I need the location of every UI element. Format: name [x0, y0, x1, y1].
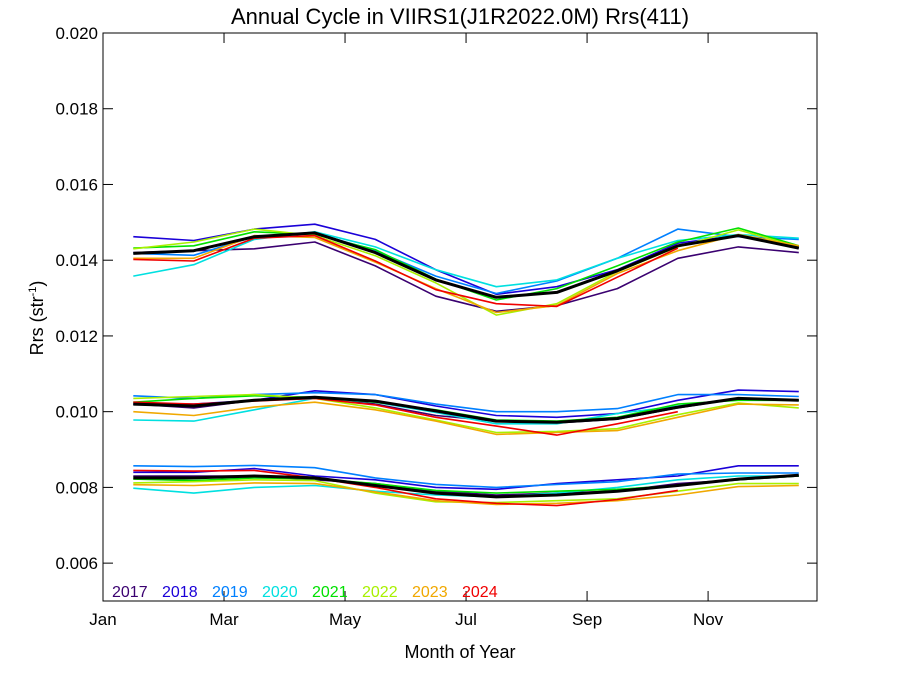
- x-axis: Jan Mar May Jul Sep Nov: [89, 33, 724, 629]
- legend-entry-2017: 2017: [112, 584, 148, 601]
- chart-title: Annual Cycle in VIIRS1(J1R2022.0M) Rrs(4…: [231, 4, 689, 29]
- plot-frame: [102, 32, 818, 602]
- series-line-mean: [133, 395, 799, 424]
- y-tick-label: 0.010: [55, 403, 98, 422]
- series-line-2017: [133, 241, 799, 313]
- x-tick-label: Jul: [455, 610, 477, 629]
- series-line-2024: [133, 234, 679, 308]
- series-line-2018: [133, 223, 799, 296]
- series-line-2022: [133, 393, 799, 434]
- y-tick-label: 0.006: [55, 554, 98, 573]
- y-axis-label-superscript: -1: [27, 287, 39, 297]
- series-line-2019: [133, 464, 799, 489]
- x-tick-label: Mar: [209, 610, 239, 629]
- legend: 2017 2018 2019 2020 2021 2022 2023 2024: [112, 584, 498, 601]
- y-tick-label: 0.014: [55, 251, 98, 270]
- x-tick-label: Sep: [572, 610, 602, 629]
- x-tick-label: Nov: [693, 610, 724, 629]
- y-axis-label-main: Rrs (str: [27, 296, 47, 355]
- y-tick-label: 0.020: [55, 24, 98, 43]
- y-tick-label: 0.008: [55, 478, 98, 497]
- series-lines: [133, 223, 800, 507]
- legend-entry-2019: 2019: [212, 584, 248, 601]
- x-tick-label: May: [329, 610, 362, 629]
- y-axis: 0.006 0.008 0.010 0.012 0.014 0.016 0.018 0.020: [55, 24, 817, 573]
- series-line-2023: [133, 482, 799, 506]
- series-line-mean: [133, 473, 799, 499]
- y-axis-label-close: ): [27, 281, 47, 287]
- y-axis-label: Rrs (str-1): [27, 281, 47, 356]
- legend-entry-2022: 2022: [362, 584, 398, 601]
- y-tick-label: 0.018: [55, 100, 98, 119]
- y-tick-label: 0.012: [55, 327, 98, 346]
- y-tick-label: 0.016: [55, 175, 98, 194]
- x-tick-label: Jan: [89, 610, 116, 629]
- legend-entry-2020: 2020: [262, 584, 298, 601]
- x-axis-label: Month of Year: [404, 642, 515, 662]
- legend-entry-2023: 2023: [412, 584, 448, 601]
- legend-entry-2021: 2021: [312, 584, 348, 601]
- series-line-mean: [133, 231, 800, 299]
- legend-entry-2018: 2018: [162, 584, 198, 601]
- series-line-2024: [133, 469, 678, 507]
- legend-entry-2024: 2024: [462, 584, 498, 601]
- series-line-2023: [133, 401, 799, 436]
